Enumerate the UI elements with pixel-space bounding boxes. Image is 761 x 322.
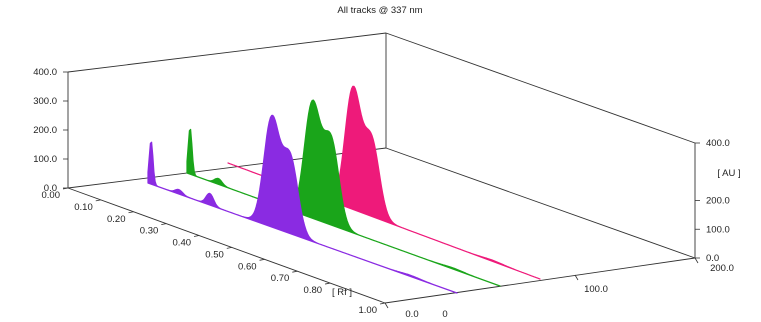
left-y-tick-label: 400.0	[33, 67, 57, 78]
series-track	[186, 99, 501, 287]
rf-axis: 0.00 0.10 0.20 0.30 0.40 0.50 0.60 0.70 0.80 1.00	[42, 187, 386, 316]
rf-tick-label: 0.40	[173, 238, 192, 249]
rf-tick	[193, 235, 200, 237]
right-y-axis: 0.0 100.0 200.0 400.0	[695, 138, 730, 264]
z-tick	[384, 302, 389, 309]
rf-tick-label: 0.20	[107, 214, 126, 225]
z-tick-label: 0	[442, 309, 447, 320]
chart-frame	[67, 32, 696, 304]
rf-tick-label: 0.00	[42, 190, 61, 201]
rf-tick-label: 0.60	[238, 261, 257, 272]
rf-tick	[324, 282, 331, 285]
chart-title: All tracks @ 337 nm	[337, 5, 422, 16]
rf-tick-label: 1.00	[359, 305, 378, 316]
rf-tick	[161, 223, 167, 226]
au-axis-label: [ AU ]	[717, 168, 740, 179]
left-y-tick-label: 0.0	[44, 183, 57, 194]
series-track	[147, 114, 458, 294]
z-tick-label: 100.0	[584, 284, 608, 295]
rf-tick-label: 0.10	[74, 202, 93, 213]
rf-tick	[95, 199, 101, 202]
left-y-tick-label: 100.0	[33, 154, 57, 165]
z-axis: 0.0 0 100.0 200.0	[384, 257, 734, 320]
right-y-tick-label: 200.0	[706, 196, 730, 207]
z-tick	[574, 274, 579, 281]
z-tick-label: 0.0	[405, 309, 418, 320]
right-y-tick-label: 400.0	[706, 138, 730, 149]
rf-tick-label: 0.80	[304, 285, 323, 296]
rf-tick	[292, 270, 298, 273]
rf-tick	[226, 247, 232, 249]
z-tick-label: 200.0	[710, 263, 734, 274]
rf-tick-label: 0.70	[271, 273, 290, 284]
rf-tick	[379, 302, 386, 305]
left-y-tick-label: 200.0	[33, 125, 57, 136]
left-y-axis: 0.0 100.0 200.0 300.0 400.0	[33, 67, 68, 194]
left-y-tick-label: 300.0	[33, 96, 57, 107]
rf-axis-label: [ Rf ]	[332, 287, 352, 298]
z-tick	[694, 257, 699, 264]
series-layer	[147, 85, 541, 294]
rf-tick	[128, 211, 134, 214]
rf-tick	[259, 258, 265, 261]
right-y-tick-label: 0.0	[706, 253, 719, 264]
rf-tick-label: 0.50	[205, 249, 224, 260]
rf-tick	[62, 187, 69, 190]
rf-tick-label: 0.30	[140, 226, 159, 237]
right-y-tick-label: 100.0	[706, 224, 730, 235]
